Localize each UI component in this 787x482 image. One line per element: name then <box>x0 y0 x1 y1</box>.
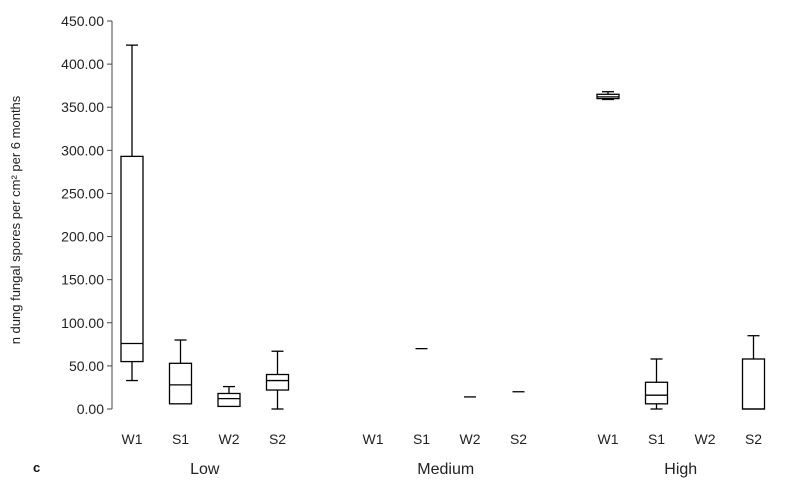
x-category-label: S2 <box>510 431 527 447</box>
box-high-s1 <box>644 358 669 410</box>
interquartile-box <box>265 373 290 391</box>
x-category-label: S1 <box>648 431 665 447</box>
panel-label: c <box>33 460 40 475</box>
y-axis: 0.00 50.00 100.00 150.00 200.00 250.00 300.00 3… <box>61 13 113 417</box>
x-category-label: S1 <box>172 431 189 447</box>
y-tick-label: 250.00 <box>61 185 104 201</box>
box-low-s2 <box>265 350 290 410</box>
interquartile-box <box>168 362 193 405</box>
x-category-label: W2 <box>460 431 481 447</box>
x-category-label: W1 <box>122 431 143 447</box>
y-tick-label: 450.00 <box>61 13 104 29</box>
box-high-w1 <box>596 91 620 101</box>
y-tick-label: 200.00 <box>61 229 104 245</box>
interquartile-box <box>741 358 766 410</box>
y-tick-label: 50.00 <box>69 358 104 374</box>
y-tick-label: 400.00 <box>61 56 104 72</box>
x-category-label: S2 <box>269 431 286 447</box>
plot-area <box>120 44 766 410</box>
box-low-w2 <box>217 385 241 408</box>
y-tick-label: 350.00 <box>61 99 104 115</box>
y-tick-label: 150.00 <box>61 272 104 288</box>
x-category-label: W2 <box>219 431 240 447</box>
y-axis-title: n dung fungal spores per cm² per 6 month… <box>8 95 23 344</box>
x-category-label: S2 <box>745 431 762 447</box>
x-category-label: W1 <box>363 431 384 447</box>
group-label-low: Low <box>190 461 220 478</box>
interquartile-box <box>120 155 144 363</box>
box-high-s2 <box>741 335 766 410</box>
group-label-high: High <box>664 461 697 478</box>
y-tick-label: 100.00 <box>61 315 104 331</box>
box-low-w1 <box>120 44 144 382</box>
interquartile-box <box>217 392 241 408</box>
x-category-label: S1 <box>413 431 430 447</box>
box-low-s1 <box>168 339 193 405</box>
interquartile-box <box>644 381 669 405</box>
y-tick-label: 0.00 <box>77 401 104 417</box>
x-category-label: W1 <box>598 431 619 447</box>
x-axis: W1 S1 W2 S2 Low W1 S1 W2 S2 Medium W1 S1 W2 S2 High <box>122 431 763 478</box>
y-tick-label: 300.00 <box>61 142 104 158</box>
group-label-medium: Medium <box>417 461 474 478</box>
x-category-label: W2 <box>695 431 716 447</box>
